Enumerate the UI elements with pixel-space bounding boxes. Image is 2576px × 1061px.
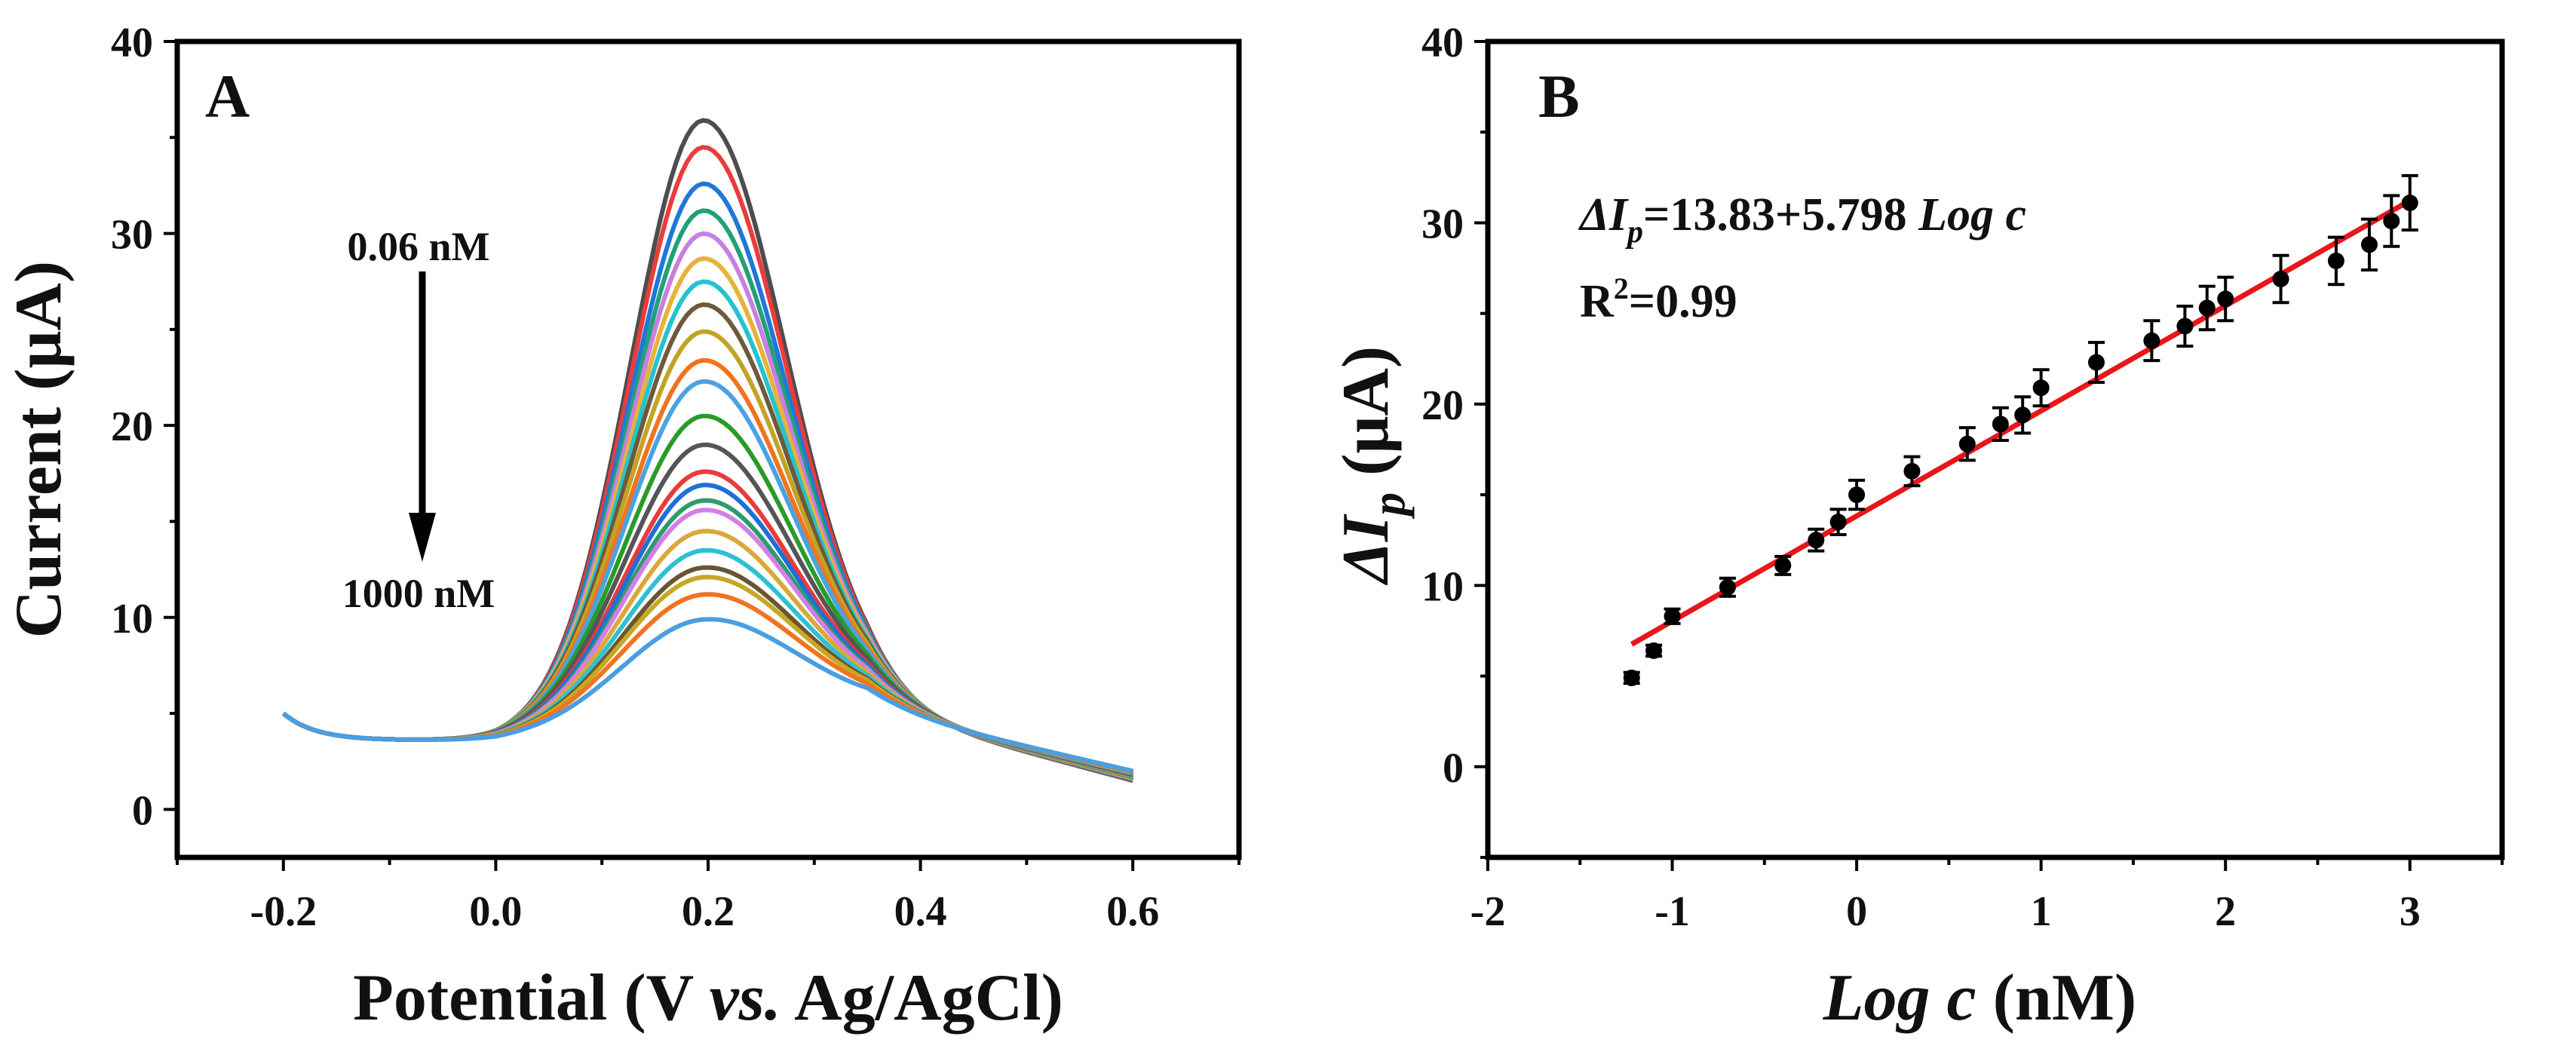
x-axis-label: Log c (nM): [1823, 961, 2136, 1035]
y-tick-label: 30: [1421, 201, 1464, 247]
x-tick-label: 3: [2400, 888, 2421, 935]
y-tick-label: 30: [111, 212, 153, 259]
x-tick-label: 0.2: [682, 888, 734, 935]
data-point: [1664, 608, 1681, 625]
data-point: [2198, 299, 2216, 317]
data-point: [2401, 194, 2418, 211]
x-tick-label: 1: [2031, 888, 2052, 935]
fit-equation: ΔIp=13.83+5.798 Log c: [1578, 189, 2026, 250]
y-tick-label: 10: [111, 596, 153, 642]
y-tick-label: 0: [1443, 745, 1464, 792]
dpv-curve: [281, 302, 1133, 780]
y-axis-label-subscript: p: [1363, 492, 1415, 520]
x-tick-label: 2: [2215, 888, 2236, 935]
r-squared: R2=0.99: [1580, 271, 1737, 327]
data-point: [2383, 213, 2400, 230]
data-point: [1623, 669, 1640, 686]
data-point: [1992, 416, 2009, 433]
dpv-curve: [281, 498, 1133, 776]
data-point: [2327, 252, 2344, 269]
plot-frame: [1485, 38, 2505, 860]
dpv-curve: [281, 617, 1133, 774]
x-axis-label: Potential (V vs. Ag/AgCl): [353, 961, 1063, 1035]
r2-superscript: 2: [1614, 271, 1629, 305]
dpv-curve: [281, 208, 1133, 781]
equation-subscript: p: [1625, 215, 1643, 250]
x-tick-label: -1: [1654, 888, 1690, 935]
x-axis-label-unit: (nM): [1976, 961, 2137, 1035]
arrow-head: [409, 513, 436, 562]
y-axis-label: Current (μA): [2, 261, 75, 638]
y-axis-label-symbol: ΔI: [1329, 514, 1403, 585]
y-axis-label-unit: (μA): [1329, 346, 1403, 492]
dpv-curve: [281, 329, 1133, 779]
x-axis-label-part: Potential (V: [353, 961, 710, 1035]
plot-frame: [174, 38, 1242, 860]
x-tick-label: 0.6: [1106, 888, 1159, 935]
data-point: [2143, 332, 2160, 349]
y-axis-label: ΔIp (μA): [1329, 346, 1415, 585]
r2-symbol: R: [1580, 276, 1615, 327]
arrow-top-label: 0.06 nM: [348, 224, 490, 269]
dpv-curve: [281, 181, 1133, 782]
dpv-curve: [281, 483, 1133, 776]
x-tick-label: -0.2: [250, 888, 317, 935]
y-tick-label: 0: [132, 787, 153, 834]
data-point: [2088, 354, 2105, 371]
y-tick-label: 20: [1421, 382, 1464, 429]
equation-variable: Log c: [1918, 189, 2026, 241]
data-point: [1829, 514, 1847, 531]
data-point: [1774, 557, 1792, 574]
x-tick-label: 0.4: [894, 888, 947, 935]
data-point: [1903, 462, 1921, 480]
x-tick-label: 0: [1846, 888, 1867, 935]
data-point: [1645, 642, 1663, 659]
data-point: [2014, 406, 2032, 424]
y-tick-label: 20: [111, 403, 153, 450]
panel-a-chart: -0.2 0.0 0.2 0.4 0.6 0 10 20 30 40 0.06 nM 1000 nM A…: [2, 20, 1242, 1035]
dpv-curve: [281, 231, 1133, 781]
data-point: [1848, 486, 1866, 504]
data-point: [2360, 236, 2378, 253]
panel-label: B: [1538, 62, 1580, 130]
panel-label: A: [205, 62, 250, 130]
data-point: [1719, 578, 1736, 596]
y-tick-label: 40: [111, 20, 153, 66]
x-tick-label: -2: [1470, 888, 1506, 935]
x-tick-label: 0.0: [469, 888, 522, 935]
data-point: [2032, 379, 2050, 397]
equation-symbol: ΔI: [1578, 189, 1629, 241]
arrow-bottom-label: 1000 nM: [342, 571, 495, 616]
x-axis-label-italic: Log c: [1823, 961, 1976, 1035]
y-tick-label: 10: [1421, 563, 1464, 610]
data-point: [2176, 317, 2194, 335]
y-tick-label: 40: [1421, 20, 1464, 66]
x-axis-label-italic: vs.: [710, 961, 781, 1035]
data-point: [2217, 290, 2234, 308]
data-point: [1958, 435, 1976, 452]
r2-value: =0.99: [1629, 276, 1737, 327]
data-point: [2272, 270, 2289, 287]
x-axis-label-part: Ag/AgCl): [781, 961, 1063, 1035]
dpv-curve: [281, 118, 1133, 783]
equation-numbers: =13.83+5.798: [1643, 189, 1918, 241]
data-point: [1808, 532, 1825, 549]
